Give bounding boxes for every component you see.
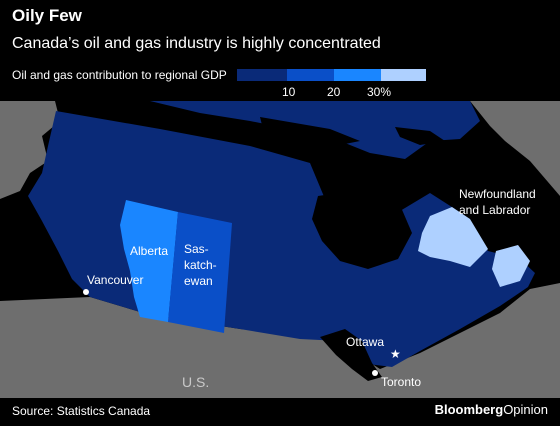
label-saskatchewan-2: katch- xyxy=(184,258,217,272)
us-land xyxy=(0,283,560,398)
alaska-land xyxy=(0,101,60,199)
label-saskatchewan-1: Sas- xyxy=(184,242,209,256)
canada-map: Alberta Sas- katch- ewan Newfoundland an… xyxy=(0,101,560,398)
arctic-channel-2 xyxy=(395,127,445,145)
label-newfoundland-1: Newfoundland xyxy=(459,187,536,201)
label-vancouver: Vancouver xyxy=(87,273,143,287)
legend-tick-10: 10 xyxy=(282,85,296,99)
newfoundland-island xyxy=(492,245,530,287)
label-us: U.S. xyxy=(182,374,209,390)
legend-color-scale xyxy=(237,69,426,81)
source-note: Source: Statistics Canada xyxy=(12,404,151,418)
region-alberta xyxy=(120,200,178,322)
label-ottawa: Ottawa xyxy=(346,335,384,349)
chart-subtitle: Canada’s oil and gas industry is highly … xyxy=(12,35,381,52)
label-newfoundland-2: and Labrador xyxy=(459,203,530,217)
region-saskatchewan xyxy=(168,212,232,333)
legend-swatch-top xyxy=(381,69,426,81)
label-saskatchewan-3: ewan xyxy=(184,274,213,288)
greenland-land xyxy=(470,101,560,196)
legend-label: Oil and gas contribution to regional GDP xyxy=(12,68,227,82)
vancouver-marker xyxy=(83,289,89,295)
legend-tick-30: 30% xyxy=(367,85,392,99)
legend-swatch-low xyxy=(237,69,287,81)
chart-title: Oily Few xyxy=(12,6,82,25)
legend-swatch-high xyxy=(334,69,381,81)
capital-star-icon: ★ xyxy=(390,347,401,361)
great-lakes xyxy=(320,329,382,381)
hudson-bay xyxy=(312,189,412,269)
bloomberg-opinion-logo: BloombergOpinion xyxy=(434,402,548,417)
region-newfoundland-labrador xyxy=(418,207,488,267)
toronto-marker xyxy=(372,370,378,376)
legend-swatch-mid xyxy=(287,69,334,81)
label-alberta: Alberta xyxy=(130,244,168,258)
label-toronto: Toronto xyxy=(381,375,421,389)
legend-tick-20: 20 xyxy=(327,85,341,99)
baffin-channel xyxy=(430,166,470,193)
arctic-channel-1 xyxy=(260,117,360,145)
